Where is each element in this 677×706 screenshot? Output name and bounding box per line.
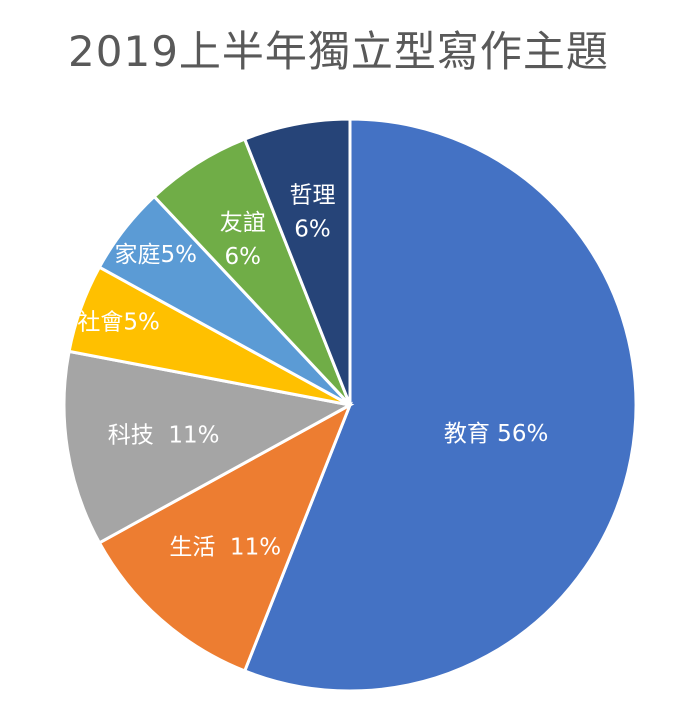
slice-label: 哲理 6% bbox=[290, 182, 336, 242]
slice-label: 科技 11% bbox=[108, 423, 220, 449]
slice-label: 友誼 6% bbox=[220, 210, 266, 270]
pie-slice bbox=[62, 349, 355, 545]
slice-label: 教育 56% bbox=[444, 421, 548, 447]
slice-label: 生活 11% bbox=[169, 535, 281, 561]
slice-label: 社會5% bbox=[77, 310, 160, 336]
pie-slice bbox=[242, 117, 638, 693]
pie-slice bbox=[97, 401, 353, 673]
chart-title: 2019上半年獨立型寫作主題 bbox=[68, 27, 609, 76]
slice-label: 家庭5% bbox=[114, 242, 197, 268]
pie-slice bbox=[242, 117, 352, 406]
